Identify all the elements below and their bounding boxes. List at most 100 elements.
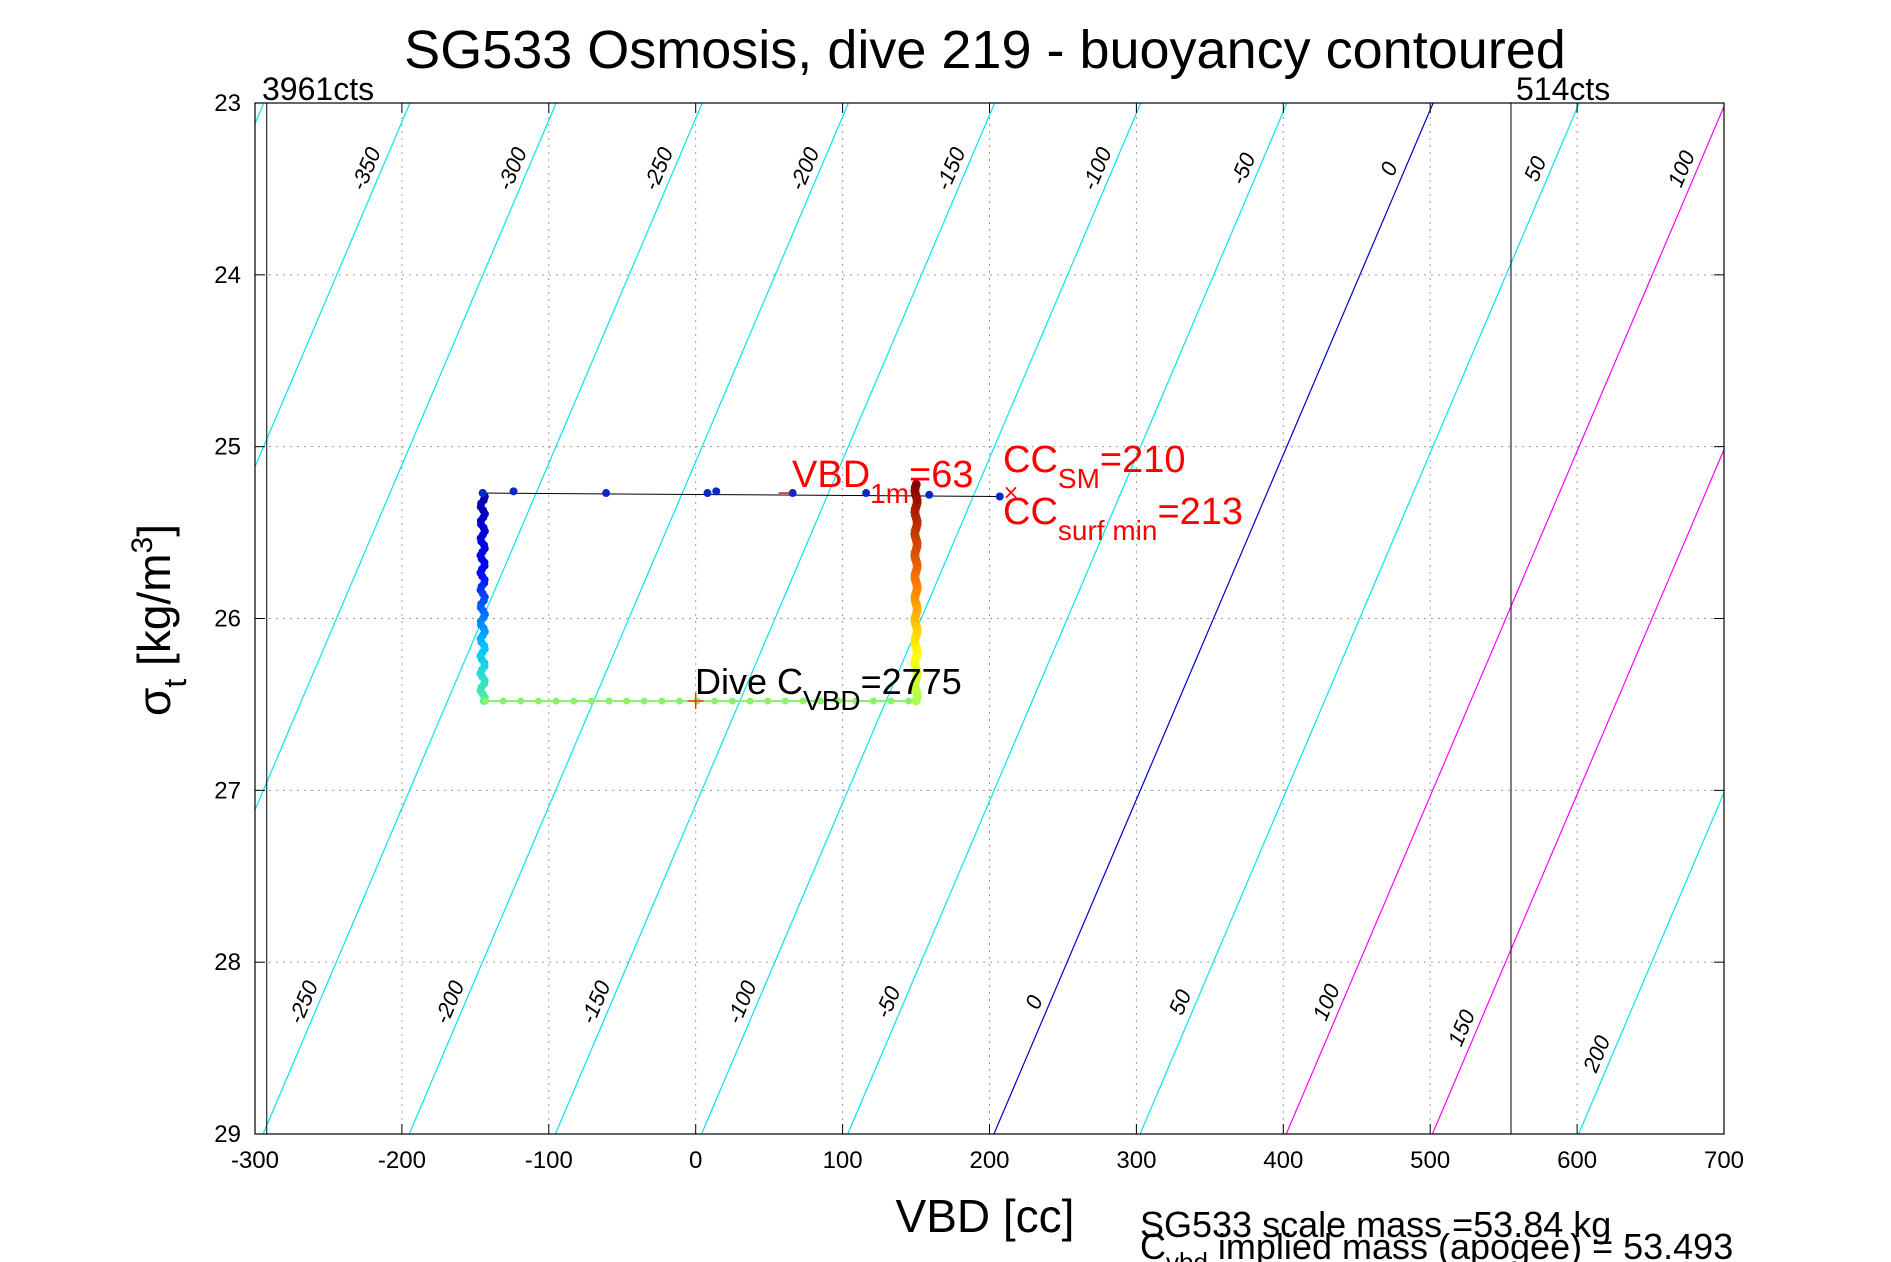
bottom-point <box>605 697 613 705</box>
y-tick-label: 29 <box>214 1121 241 1148</box>
x-tick-label: -300 <box>231 1147 279 1174</box>
implied-mass-value: implied mass (apogee) = 53.493 <box>1208 1226 1733 1262</box>
implied-mass-sub: vbd <box>1166 1247 1208 1262</box>
contour-label: 0 <box>1020 991 1048 1013</box>
contour-label: 200 <box>1578 1031 1616 1076</box>
x-tick-label: 100 <box>823 1147 863 1174</box>
contour-line <box>255 103 557 812</box>
cc-sm-value: =210 <box>1100 439 1186 481</box>
contour-line <box>1578 791 1724 1134</box>
contour-line <box>1725 103 1891 1134</box>
cc-sm-main: CC <box>1003 439 1058 481</box>
buoyancy-contours <box>255 103 1891 1134</box>
bottom-point <box>764 697 772 705</box>
cc-sm-marker: × <box>1003 480 1020 504</box>
bottom-point <box>817 697 825 705</box>
contour-label: -150 <box>575 976 616 1027</box>
x-tick-label: 400 <box>1263 1147 1303 1174</box>
bottom-point <box>711 697 719 705</box>
contour-label: -250 <box>283 976 324 1027</box>
contour-line <box>1285 104 1724 1134</box>
x-axis-label: VBD [cc] <box>896 1190 1075 1242</box>
y-axis-label-sup: 3 <box>126 537 159 554</box>
contour-line <box>993 103 1434 1134</box>
y-axis-label-close: ] <box>128 524 180 537</box>
bottom-point <box>482 697 490 705</box>
scale-mass-text: SG533 scale mass =53.84 kg <box>1140 1204 1611 1245</box>
count-lines <box>266 103 1512 1134</box>
bottom-point <box>728 697 736 705</box>
bottom-point <box>887 697 895 705</box>
bottom-point <box>623 697 631 705</box>
contour-line <box>847 103 1288 1134</box>
bottom-point <box>658 697 666 705</box>
contour-line <box>255 103 411 469</box>
contour-label: -300 <box>492 143 533 194</box>
x-tick-label: 0 <box>689 1147 702 1174</box>
right-count-label: 514cts <box>1516 71 1610 107</box>
bottom-point <box>869 697 877 705</box>
dive-cvbd-value: =2775 <box>861 661 962 702</box>
dive-path: × <box>476 479 1020 709</box>
surface-point <box>788 489 797 498</box>
ascent-point <box>911 479 921 489</box>
implied-mass-main: C <box>1140 1226 1166 1262</box>
cc-surf-min-sub: surf min <box>1058 515 1158 546</box>
contour-label: 100 <box>1663 146 1701 190</box>
surface-point <box>602 489 611 498</box>
surface-point <box>703 489 712 498</box>
contour-label: -200 <box>429 976 470 1027</box>
vbd-1m-main: VBD <box>792 454 870 496</box>
contour-line <box>408 103 850 1134</box>
contour-label: -100 <box>721 976 762 1027</box>
y-tick-label: 26 <box>214 606 241 633</box>
bottom-point <box>834 697 842 705</box>
contour-labels: -350 -300 -250 -200 -150 -100 -50 0 50 100-250 -20… <box>283 143 1700 1077</box>
axis-ticks: -300 -200 -100 0 100 200 300 400 500 600 700 23 24 25… <box>214 90 1744 1174</box>
surface-point <box>925 490 934 499</box>
contour-line <box>1431 448 1724 1134</box>
cc-surf-min-annotation: CCsurf min=213 <box>1003 491 1243 546</box>
bottom-point <box>852 697 860 705</box>
y-axis-label-units: [kg/m <box>128 553 180 678</box>
y-tick-label: 23 <box>214 90 241 117</box>
bottom-point <box>640 697 648 705</box>
dive-cvbd-annotation: Dive CVBD=2775 <box>695 661 962 716</box>
y-axis-label-symbol: σ <box>128 688 180 716</box>
dive-cvbd-main: Dive C <box>695 661 803 702</box>
contour-line <box>554 103 996 1134</box>
implied-mass-text: Cvbd implied mass (apogee) = 53.493 <box>1140 1226 1733 1262</box>
y-tick-label: 25 <box>214 434 241 461</box>
contour-label: 100 <box>1308 980 1346 1024</box>
bottom-point <box>499 697 507 705</box>
bottom-point <box>746 697 754 705</box>
surface-point <box>712 487 721 496</box>
bottom-point <box>570 697 578 705</box>
dive-cvbd-sub: VBD <box>803 685 861 716</box>
x-tick-label: 600 <box>1557 1147 1597 1174</box>
vbd-1m-value: =63 <box>909 454 973 496</box>
bottom-point <box>587 697 595 705</box>
vbd-1m-annotation: VBD1m=63 <box>792 454 974 509</box>
contour-label: -200 <box>784 143 825 194</box>
cc-surf-min-main: CC <box>1003 491 1058 533</box>
contour-label: -50 <box>870 982 906 1022</box>
y-axis-label: σt [kg/m3] <box>126 524 193 716</box>
bottom-point <box>799 697 807 705</box>
bottom-point <box>781 697 789 705</box>
surface-point <box>478 489 487 498</box>
contour-label: -250 <box>638 143 679 194</box>
cc-surf-min-value: =213 <box>1157 491 1243 533</box>
bottom-point <box>552 697 560 705</box>
x-tick-label: 300 <box>1116 1147 1156 1174</box>
chart-title: SG533 Osmosis, dive 219 - buoyancy conto… <box>404 20 1566 80</box>
contour-label: -100 <box>1076 143 1117 194</box>
contour-line <box>1871 103 1891 1134</box>
contour-line <box>1139 103 1580 1134</box>
contour-label: 150 <box>1443 1005 1481 1049</box>
bottom-point <box>905 697 913 705</box>
cc-sm-annotation: CCSM=210 <box>1003 439 1185 494</box>
x-tick-label: 700 <box>1704 1147 1744 1174</box>
contour-line <box>701 103 1142 1134</box>
